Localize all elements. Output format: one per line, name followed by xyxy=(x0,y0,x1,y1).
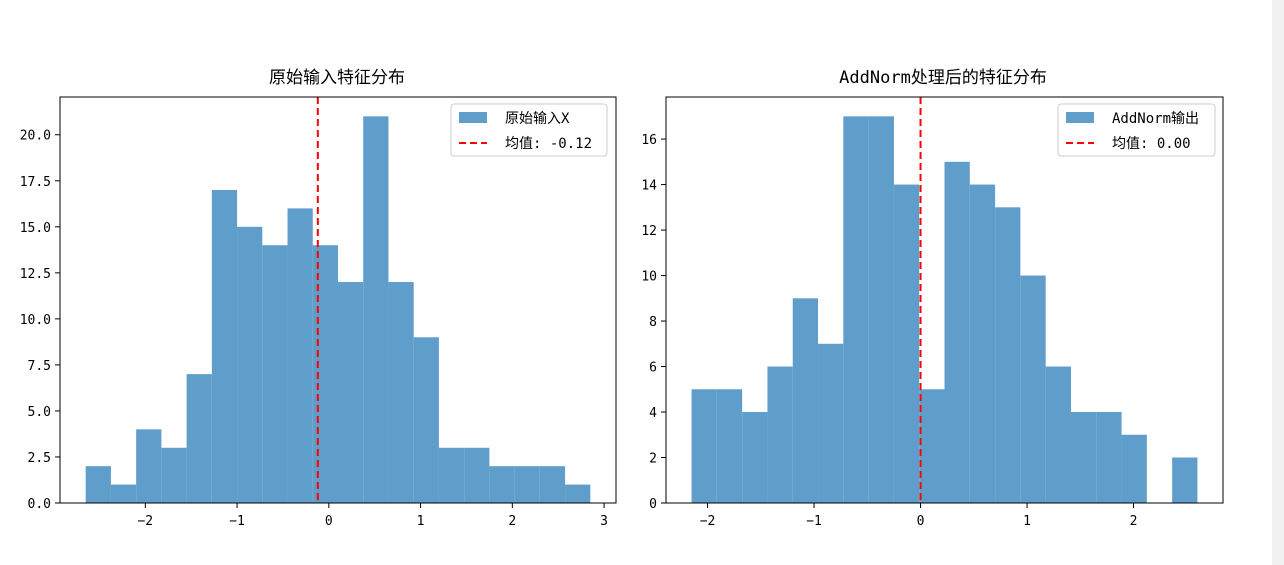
histogram-bar-right-4 xyxy=(792,298,819,503)
y-tick-label-left-2: 5.0 xyxy=(28,405,51,420)
histogram-bar-right-14 xyxy=(1045,366,1071,503)
histogram-bar-left-14 xyxy=(438,447,465,503)
y-tick-label-right-8: 16 xyxy=(641,133,657,148)
x-tick-label-left-5: 3 xyxy=(600,514,608,529)
legend-right: AddNorm输出 均值: 0.00 xyxy=(1057,103,1216,157)
bars-right xyxy=(691,116,1198,503)
y-ticks-right: 0 2 4 6 8 10 12 14 16 xyxy=(641,133,666,512)
subplot-left: 原始输入特征分布 −2 −1 0 1 2 3 0.0 2.5 5.0 7.5 10.0 12.5 15… xyxy=(20,68,617,529)
y-tick-label-right-0: 0 xyxy=(649,497,657,512)
histogram-bar-right-12 xyxy=(995,207,1021,503)
axes-frame-left xyxy=(59,96,617,504)
y-tick-label-left-0: 0.0 xyxy=(28,497,51,512)
histogram-bar-left-15 xyxy=(464,447,490,503)
y-tick-label-right-6: 12 xyxy=(641,224,657,239)
histogram-bar-right-19 xyxy=(1172,457,1198,503)
y-tick-label-left-3: 7.5 xyxy=(28,359,51,374)
x-tick-label-left-0: −2 xyxy=(137,514,153,529)
bars-left xyxy=(85,116,591,504)
histogram-bar-right-15 xyxy=(1070,412,1097,503)
x-ticks-right: −2 −1 0 1 2 xyxy=(700,503,1138,529)
legend-box-right xyxy=(1057,103,1216,157)
legend-bar-swatch-right xyxy=(1066,112,1094,123)
legend-box-left xyxy=(450,103,608,157)
histogram-bar-left-19 xyxy=(565,484,591,503)
histogram-bar-left-16 xyxy=(489,466,515,503)
histogram-bar-right-9 xyxy=(919,389,945,503)
histogram-bar-left-11 xyxy=(363,116,389,503)
histogram-bar-left-5 xyxy=(211,189,238,503)
y-tick-label-left-5: 12.5 xyxy=(20,267,51,282)
legend-label-bars-left: 原始输入X xyxy=(505,111,570,127)
histogram-bar-left-10 xyxy=(338,282,364,503)
y-tick-label-left-7: 17.5 xyxy=(20,175,51,190)
x-tick-label-left-3: 1 xyxy=(417,514,425,529)
histogram-bar-right-17 xyxy=(1121,434,1147,503)
y-tick-label-right-5: 10 xyxy=(641,270,657,285)
histogram-bar-right-7 xyxy=(868,116,894,503)
y-ticks-left: 0.0 2.5 5.0 7.5 10.0 12.5 15.0 17.5 20.0 xyxy=(20,129,60,512)
y-tick-label-right-4: 8 xyxy=(649,315,657,330)
legend-label-mean-left: 均值: -0.12 xyxy=(505,136,592,152)
y-tick-label-right-3: 6 xyxy=(649,361,657,376)
histogram-bar-left-3 xyxy=(161,447,187,503)
histogram-bar-left-1 xyxy=(110,484,137,503)
x-tick-label-right-0: −2 xyxy=(700,514,716,529)
histogram-bar-left-18 xyxy=(539,466,566,503)
y-tick-label-left-6: 15.0 xyxy=(20,221,51,236)
histogram-bar-right-3 xyxy=(767,366,793,503)
legend-label-bars-right: AddNorm输出 xyxy=(1112,111,1199,127)
histogram-bar-left-12 xyxy=(388,282,414,503)
histogram-bar-left-17 xyxy=(514,466,540,503)
histogram-bar-right-11 xyxy=(969,184,996,503)
histogram-bar-left-9 xyxy=(312,245,338,503)
histogram-bar-right-2 xyxy=(742,412,768,503)
histogram-bar-right-13 xyxy=(1020,275,1046,503)
histogram-bar-left-6 xyxy=(237,226,263,504)
histogram-bar-right-8 xyxy=(893,184,920,503)
y-tick-label-right-7: 14 xyxy=(641,179,657,194)
legend-left: 原始输入X 均值: -0.12 xyxy=(450,103,608,157)
histogram-bar-left-2 xyxy=(136,429,162,503)
histogram-bar-right-6 xyxy=(843,116,869,503)
x-ticks-left: −2 −1 0 1 2 3 xyxy=(137,503,608,529)
y-tick-label-left-4: 10.0 xyxy=(20,313,51,328)
histogram-bar-left-4 xyxy=(186,374,212,503)
y-tick-label-left-1: 2.5 xyxy=(28,451,51,466)
histogram-bar-left-8 xyxy=(287,208,313,503)
x-tick-label-right-2: 0 xyxy=(917,514,925,529)
histogram-bar-right-0 xyxy=(691,389,717,503)
x-tick-label-right-1: −1 xyxy=(806,514,822,529)
histogram-bar-right-5 xyxy=(818,343,844,503)
histogram-bar-left-7 xyxy=(262,245,288,503)
x-tick-label-left-2: 0 xyxy=(325,514,333,529)
histogram-bar-right-16 xyxy=(1096,412,1122,503)
axes-frame-right xyxy=(665,96,1224,504)
x-tick-label-left-4: 2 xyxy=(508,514,516,529)
y-tick-label-right-2: 4 xyxy=(649,406,657,421)
legend-bar-swatch-left xyxy=(459,112,487,123)
histogram-bar-left-0 xyxy=(85,466,111,503)
scrollbar-track[interactable] xyxy=(1272,0,1284,565)
histogram-bar-left-13 xyxy=(413,337,439,503)
x-tick-label-right-4: 2 xyxy=(1130,514,1138,529)
y-tick-label-right-1: 2 xyxy=(649,452,657,467)
x-tick-label-left-1: −1 xyxy=(229,514,245,529)
legend-label-mean-right: 均值: 0.00 xyxy=(1112,136,1191,152)
y-tick-label-left-8: 20.0 xyxy=(20,129,51,144)
x-tick-label-right-3: 1 xyxy=(1023,514,1031,529)
chart-title-left: 原始输入特征分布 xyxy=(269,68,405,88)
histogram-bar-right-1 xyxy=(716,389,743,503)
chart-title-right: AddNorm处理后的特征分布 xyxy=(839,68,1047,88)
histogram-bar-right-10 xyxy=(944,161,970,503)
